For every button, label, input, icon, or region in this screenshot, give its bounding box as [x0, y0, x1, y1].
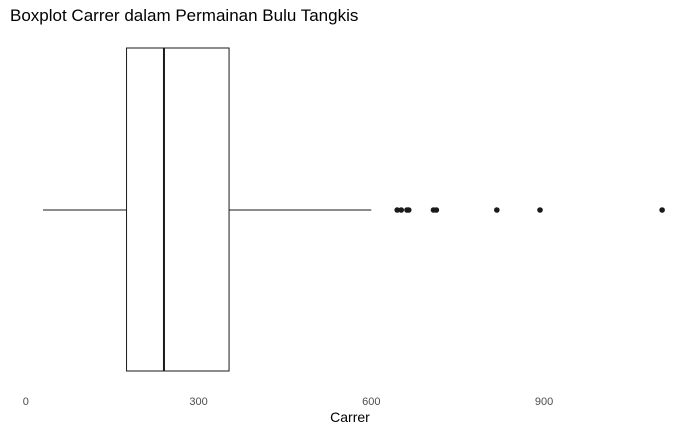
outlier-point — [394, 207, 401, 213]
outlier-point — [494, 207, 500, 213]
x-axis-label: Carrer — [330, 409, 370, 425]
outlier-point — [659, 207, 665, 213]
iqr-box — [126, 47, 230, 372]
chart-marks — [43, 47, 665, 372]
outlier-point — [537, 207, 543, 213]
x-tick-label: 600 — [362, 396, 380, 408]
x-axis-ticks: 0 300 600 900 — [23, 396, 554, 408]
chart-title: Boxplot Carrer dalam Permainan Bulu Tang… — [10, 6, 359, 25]
outlier-point — [405, 207, 412, 213]
x-tick-label: 900 — [535, 396, 553, 408]
x-tick-label: 0 — [23, 396, 29, 408]
outlier-point — [398, 207, 405, 213]
x-tick-label: 300 — [189, 396, 207, 408]
outlier-point — [433, 207, 440, 213]
